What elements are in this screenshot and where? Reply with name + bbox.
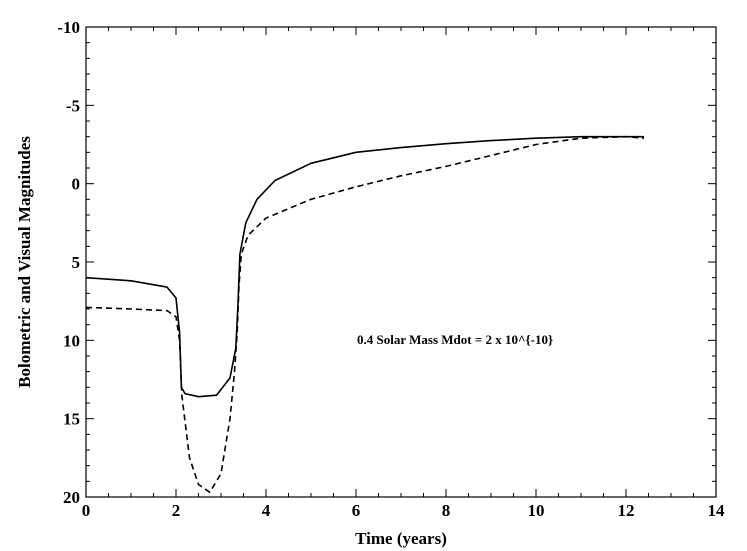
x-tick-label: 4	[262, 501, 271, 520]
plot-frame	[85, 26, 717, 498]
y-tick-label: -10	[57, 18, 80, 37]
y-tick-label: 0	[72, 175, 81, 194]
chart-annotation: 0.4 Solar Mass Mdot = 2 x 10^{-10}	[357, 332, 553, 347]
y-tick-label: 10	[63, 331, 80, 350]
x-tick-label: 2	[172, 501, 181, 520]
x-tick-label: 0	[82, 501, 91, 520]
axis-ticks	[85, 26, 717, 498]
x-tick-label: 8	[442, 501, 451, 520]
series-line-dashed	[85, 135, 645, 494]
x-tick-label: 10	[528, 501, 545, 520]
y-tick-label: 5	[72, 253, 81, 272]
series-line-solid	[85, 135, 644, 398]
x-tick-label: 6	[352, 501, 361, 520]
y-tick-label: 15	[63, 410, 80, 429]
series-group	[85, 135, 645, 494]
x-tick-label: 14	[708, 501, 726, 520]
y-tick-label: 20	[63, 488, 80, 507]
x-axis-title: Time (years)	[355, 529, 447, 548]
y-tick-label: -5	[66, 96, 80, 115]
x-tick-label: 12	[618, 501, 635, 520]
y-axis-title: Bolometric and Visual Magnitudes	[15, 136, 34, 388]
tick-labels: 0 2 4 6 8 10 12 14 -10 -5 0 5 10 15 20	[57, 18, 725, 520]
